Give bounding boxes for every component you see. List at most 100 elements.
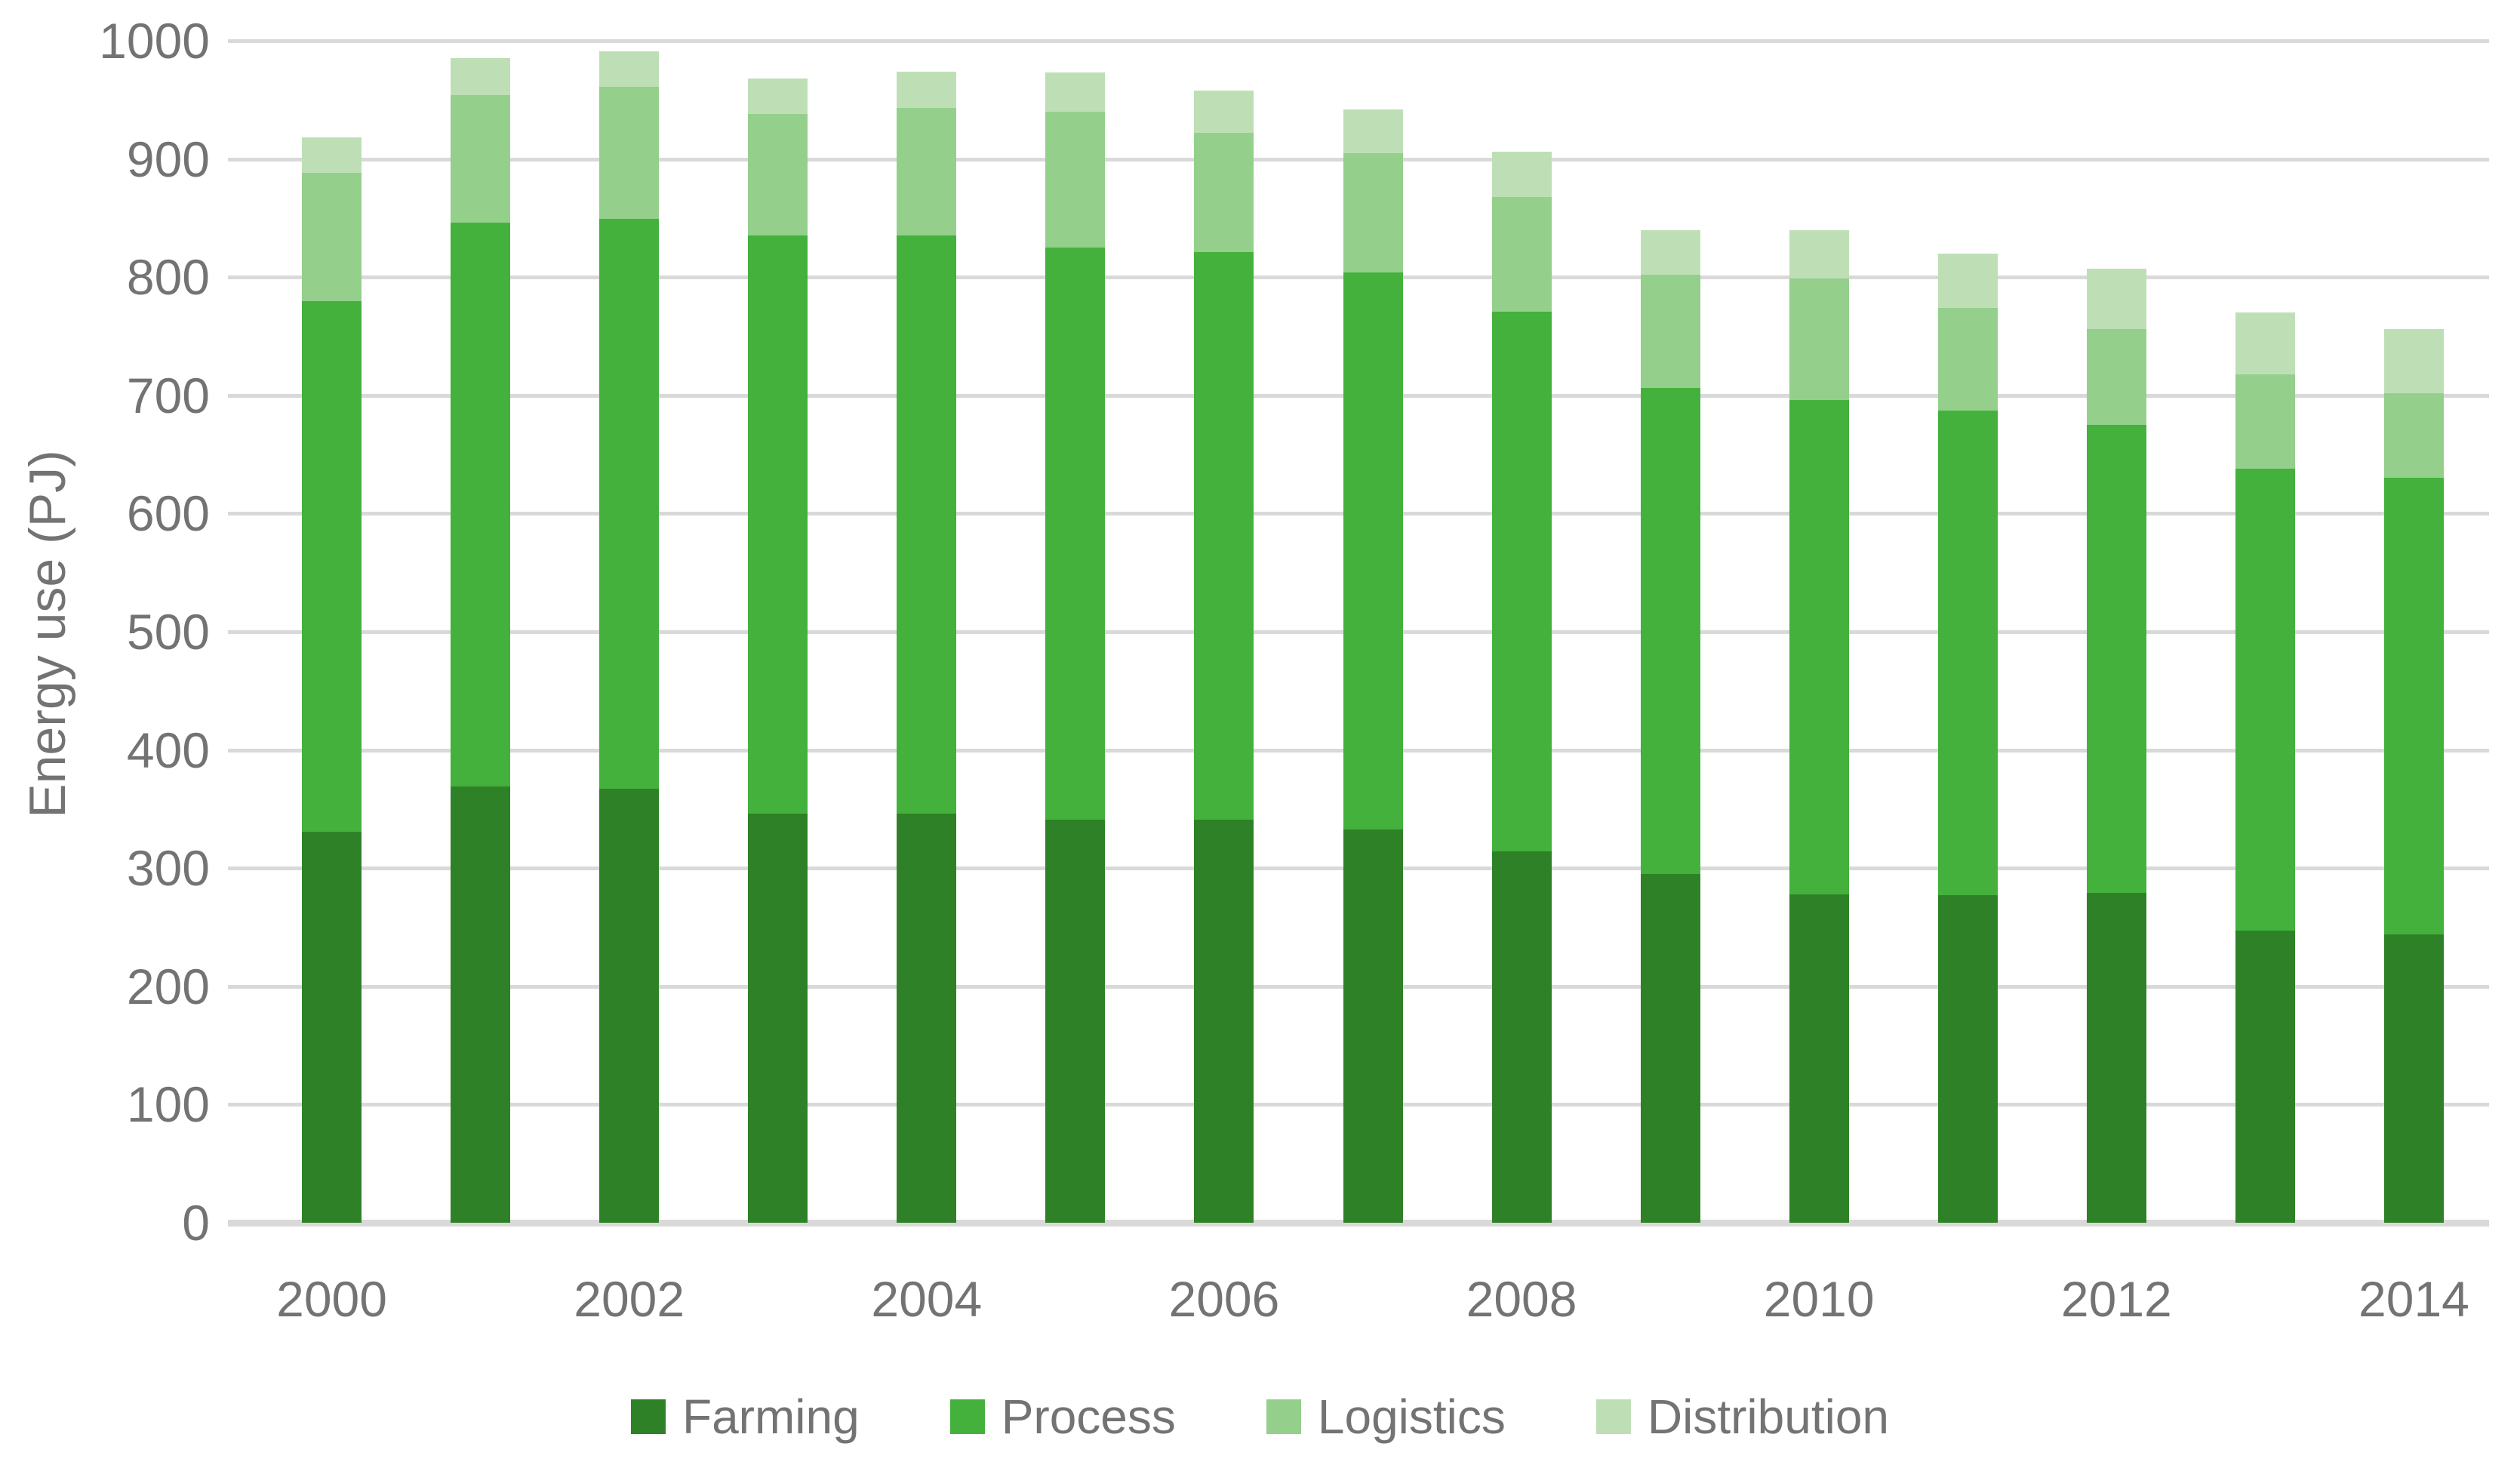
bar-segment-logistics-2000	[302, 173, 362, 301]
bar-segment-logistics-2010	[1789, 278, 1849, 401]
legend-swatch-icon	[949, 1399, 985, 1434]
y-tick-label: 400	[126, 722, 210, 778]
bar-2007	[1343, 0, 1403, 1223]
x-tick-label-2000: 2000	[276, 1271, 387, 1327]
x-tick-label-2014: 2014	[2358, 1271, 2469, 1327]
bar-2004	[897, 0, 957, 1223]
bar-segment-process-2014	[2383, 478, 2444, 934]
x-tick-label-2004: 2004	[871, 1271, 983, 1327]
bar-segment-farming-2006	[1194, 819, 1254, 1223]
bar-segment-distribution-2006	[1194, 90, 1254, 134]
y-tick-label: 600	[126, 485, 210, 542]
bar-segment-logistics-2011	[1937, 307, 1998, 411]
bar-segment-farming-2009	[1640, 874, 1700, 1223]
y-tick-label: 900	[126, 131, 210, 187]
bar-segment-farming-2011	[1937, 895, 1998, 1223]
bar-segment-distribution-2003	[748, 78, 808, 115]
gridline	[228, 39, 2489, 43]
bar-2008	[1491, 0, 1552, 1223]
bar-segment-logistics-2009	[1640, 275, 1700, 389]
x-tick-label-2008: 2008	[1466, 1271, 1577, 1327]
bar-segment-logistics-2003	[748, 114, 808, 236]
bar-segment-distribution-2001	[451, 58, 511, 96]
bar-segment-distribution-2009	[1640, 229, 1700, 275]
y-tick-label: 200	[126, 958, 210, 1014]
y-tick-label: 100	[126, 1076, 210, 1133]
bar-segment-logistics-2006	[1194, 133, 1254, 253]
bar-segment-logistics-2007	[1343, 152, 1403, 272]
bar-segment-process-2011	[1937, 411, 1998, 896]
bar-segment-distribution-2012	[2086, 269, 2146, 330]
bar-2002	[599, 0, 660, 1223]
bar-segment-process-2002	[599, 219, 660, 789]
legend-swatch-icon	[1266, 1399, 1301, 1434]
bar-segment-logistics-2008	[1491, 196, 1552, 312]
bar-2014	[2383, 0, 2444, 1223]
x-tick-label-2002: 2002	[574, 1271, 685, 1327]
bar-segment-logistics-2001	[451, 95, 511, 223]
bar-segment-farming-2010	[1789, 894, 1849, 1223]
x-tick-label-2006: 2006	[1168, 1271, 1280, 1327]
bar-segment-farming-2005	[1045, 819, 1106, 1223]
bar-segment-logistics-2012	[2086, 329, 2146, 425]
bar-segment-process-2003	[748, 235, 808, 814]
bar-2010	[1789, 0, 1849, 1223]
bar-segment-logistics-2014	[2383, 392, 2444, 479]
bar-segment-process-2012	[2086, 424, 2146, 894]
legend-label: Process	[1001, 1390, 1176, 1444]
legend-item-process: Process	[949, 1390, 1176, 1444]
x-tick-label-2010: 2010	[1763, 1271, 1875, 1327]
bar-segment-farming-2004	[897, 814, 957, 1223]
bar-segment-farming-2000	[302, 831, 362, 1223]
legend-item-logistics: Logistics	[1266, 1393, 1506, 1441]
bar-segment-logistics-2002	[599, 87, 660, 220]
bar-segment-distribution-2007	[1343, 109, 1403, 153]
bar-segment-farming-2007	[1343, 829, 1403, 1223]
bar-segment-farming-2012	[2086, 893, 2146, 1223]
bar-segment-distribution-2014	[2383, 329, 2444, 393]
legend-swatch-icon	[630, 1399, 666, 1434]
bar-2006	[1194, 0, 1254, 1223]
bar-segment-process-2006	[1194, 252, 1254, 820]
bar-segment-process-2000	[302, 300, 362, 832]
bar-segment-process-2009	[1640, 388, 1700, 875]
bar-segment-distribution-2005	[1045, 72, 1106, 112]
bar-2009	[1640, 0, 1700, 1223]
bar-segment-farming-2001	[451, 786, 511, 1223]
bar-segment-process-2001	[451, 223, 511, 787]
x-tick-label-2012: 2012	[2060, 1271, 2172, 1327]
bar-segment-farming-2008	[1491, 851, 1552, 1223]
y-tick-label: 700	[126, 367, 210, 423]
y-tick-label: 1000	[99, 13, 210, 69]
bar-segment-distribution-2011	[1937, 253, 1998, 308]
chart-legend: Farming Process Logistics Distribution	[0, 1393, 2520, 1441]
bar-segment-logistics-2013	[2235, 374, 2295, 469]
bar-segment-farming-2003	[748, 814, 808, 1223]
bar-2001	[451, 0, 511, 1223]
x-axis-line	[228, 1220, 2489, 1227]
bar-segment-process-2007	[1343, 272, 1403, 829]
legend-swatch-icon	[1595, 1399, 1631, 1434]
legend-label: Logistics	[1317, 1390, 1506, 1444]
y-tick-label: 800	[126, 249, 210, 306]
bar-segment-process-2013	[2235, 468, 2295, 931]
bar-segment-distribution-2013	[2235, 312, 2295, 374]
y-tick-label: 0	[182, 1195, 210, 1251]
bar-2012	[2086, 0, 2146, 1223]
bar-2011	[1937, 0, 1998, 1223]
bar-segment-distribution-2000	[302, 137, 362, 174]
bar-segment-distribution-2010	[1789, 229, 1849, 279]
y-tick-label: 500	[126, 604, 210, 660]
bar-2013	[2235, 0, 2295, 1223]
bar-segment-farming-2014	[2383, 934, 2444, 1223]
bar-2005	[1045, 0, 1106, 1223]
bar-segment-logistics-2005	[1045, 111, 1106, 248]
bar-segment-logistics-2004	[897, 108, 957, 236]
legend-item-farming: Farming	[630, 1390, 860, 1444]
bar-segment-process-2004	[897, 235, 957, 814]
bar-segment-process-2005	[1045, 248, 1106, 820]
bar-segment-distribution-2004	[897, 71, 957, 109]
bar-2000	[302, 0, 362, 1223]
legend-label: Farming	[682, 1390, 860, 1444]
legend-label: Distribution	[1647, 1390, 1890, 1444]
